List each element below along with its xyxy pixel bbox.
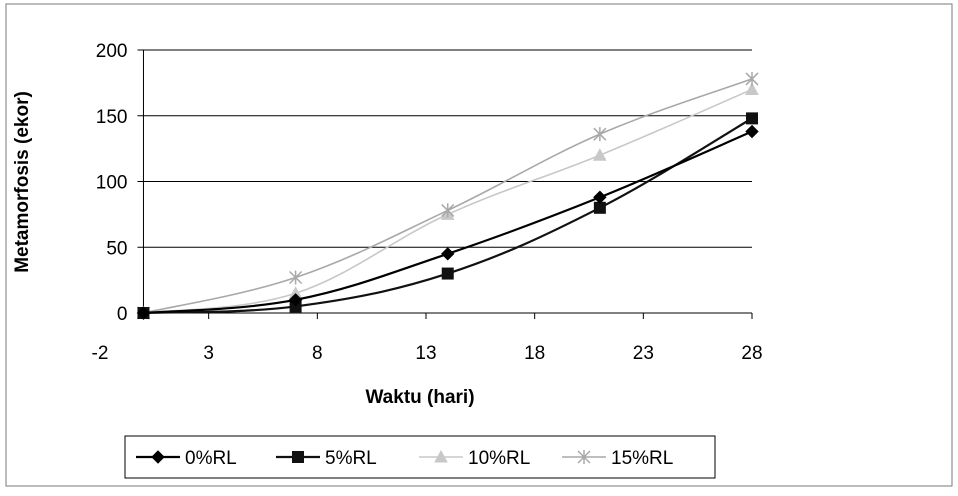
data-point-10%RL [593, 148, 607, 161]
data-point-0%RL [745, 124, 759, 139]
x-axis-title: Waktu (hari) [365, 387, 474, 408]
legend-marker-0%RL [151, 450, 165, 464]
data-point-15%RL [745, 71, 759, 86]
legend-marker-5%RL [292, 451, 304, 463]
data-point-0%RL [441, 247, 455, 261]
data-point-5%RL [441, 267, 454, 280]
data-point-0%RL [288, 293, 303, 307]
data-point-10%RL [745, 82, 759, 95]
x-tick-label: 3 [203, 343, 214, 364]
legend-marker-15%RL [577, 450, 591, 464]
chart-outer-border [5, 3, 953, 487]
data-point-0%RL [136, 306, 151, 320]
x-tick-label: -2 [92, 343, 109, 364]
y-tick-label: 150 [96, 107, 128, 128]
data-point-5%RL [746, 112, 758, 125]
y-tick-label: 50 [106, 238, 127, 259]
y-tick-label: 100 [96, 173, 128, 194]
x-tick-label: 13 [415, 343, 436, 364]
y-axis-title: Metamorfosis (ekor) [12, 91, 33, 273]
data-point-15%RL [289, 270, 303, 285]
legend: 0%RL 5%RL 10%RL 15%RL [124, 435, 716, 479]
x-tick-label: 23 [633, 343, 654, 364]
x-tick-label: 28 [741, 343, 762, 364]
y-tick-label: 200 [96, 41, 128, 62]
data-point-0%RL [593, 190, 607, 204]
legend-label: 5%RL [325, 448, 377, 469]
data-point-15%RL [593, 127, 607, 142]
x-tick-label: 18 [524, 343, 545, 364]
data-point-15%RL [441, 203, 455, 218]
legend-marker-10%RL [434, 449, 448, 463]
legend-label: 10%RL [468, 448, 530, 469]
legend-label: 0%RL [185, 448, 237, 469]
x-tick-label: 8 [312, 343, 323, 364]
legend-label: 15%RL [611, 448, 673, 469]
y-tick-label: 0 [117, 304, 128, 325]
plot-area: 0 50 100 150 200 -2 3 8 13 18 23 28 [92, 41, 763, 364]
